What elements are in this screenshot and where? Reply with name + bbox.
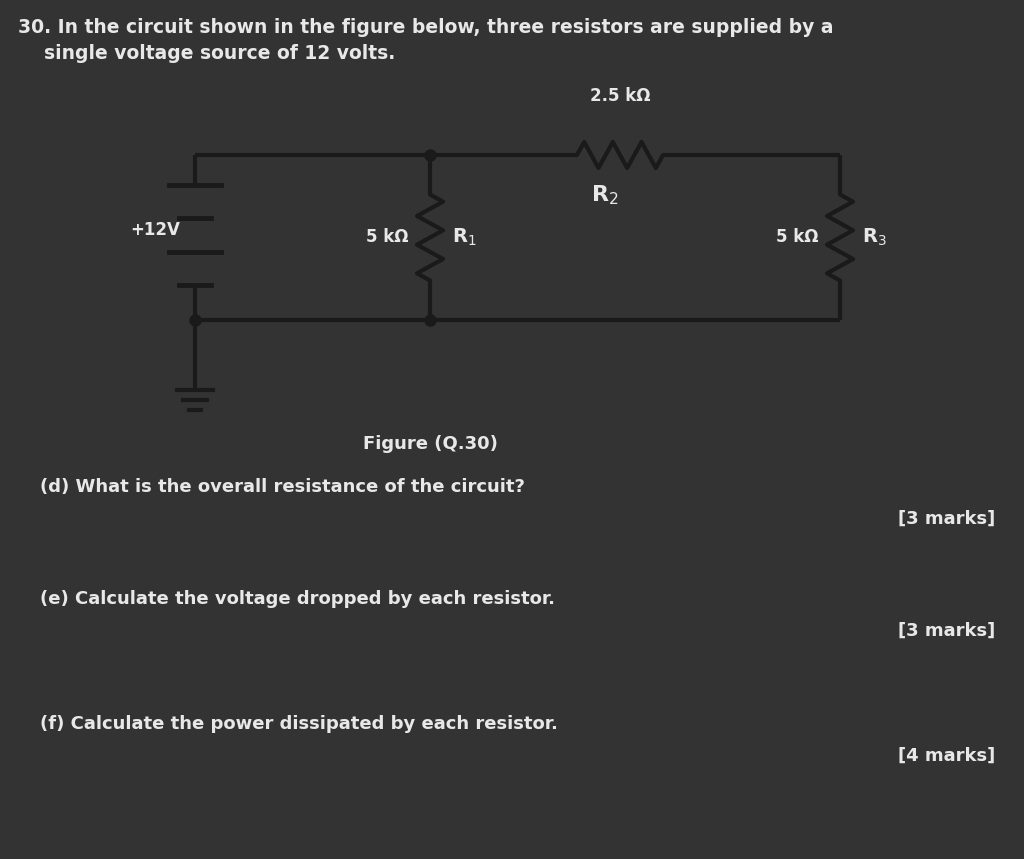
Text: (f) Calculate the power dissipated by each resistor.: (f) Calculate the power dissipated by ea… xyxy=(40,715,558,733)
Text: [4 marks]: [4 marks] xyxy=(898,747,995,765)
Text: R$_1$: R$_1$ xyxy=(452,227,476,248)
Text: 5 kΩ: 5 kΩ xyxy=(775,228,818,247)
Text: +12V: +12V xyxy=(130,221,180,239)
Text: Figure (Q.30): Figure (Q.30) xyxy=(362,435,498,453)
Text: 5 kΩ: 5 kΩ xyxy=(366,228,408,247)
Text: R$_2$: R$_2$ xyxy=(591,183,618,207)
Text: 2.5 kΩ: 2.5 kΩ xyxy=(590,87,650,105)
Text: [3 marks]: [3 marks] xyxy=(898,622,995,640)
Text: [3 marks]: [3 marks] xyxy=(898,510,995,528)
Text: (d) What is the overall resistance of the circuit?: (d) What is the overall resistance of th… xyxy=(40,478,525,496)
Text: 30. In the circuit shown in the figure below, three resistors are supplied by a: 30. In the circuit shown in the figure b… xyxy=(18,18,834,37)
Text: R$_3$: R$_3$ xyxy=(862,227,887,248)
Text: single voltage source of 12 volts.: single voltage source of 12 volts. xyxy=(18,44,395,63)
Text: (e) Calculate the voltage dropped by each resistor.: (e) Calculate the voltage dropped by eac… xyxy=(40,590,555,608)
